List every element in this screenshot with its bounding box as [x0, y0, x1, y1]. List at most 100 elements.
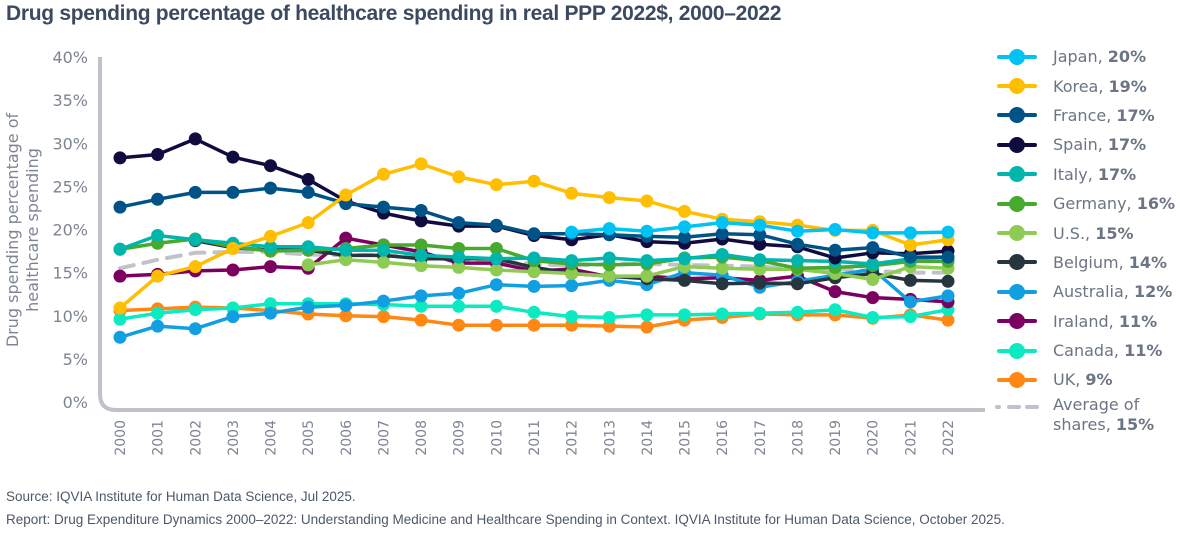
data-point-iraland [828, 285, 842, 299]
data-point-u-s [301, 258, 315, 272]
data-point-japan [715, 216, 729, 230]
series-france [113, 181, 955, 264]
data-point-u-s [377, 255, 390, 269]
data-point-belgium [678, 273, 691, 287]
legend-swatch-germany [995, 194, 1039, 214]
data-point-korea [903, 238, 917, 252]
data-point-france [527, 227, 541, 241]
data-point-japan [791, 224, 804, 238]
data-point-canada [602, 311, 616, 324]
x-axis-ticks: 2000 2001 2002 2003 2004 2005 2006 2007 2008 2009… [113, 420, 957, 456]
legend-value: 14% [1128, 252, 1168, 272]
y-tick-label: 40% [52, 48, 88, 67]
x-tick-label: 2017 [753, 420, 769, 456]
data-point-australia [226, 310, 240, 324]
x-tick-label: 2009 [452, 420, 468, 456]
data-point-canada [489, 299, 503, 313]
legend-item-average-of-shares: Average of shares, 15% [995, 395, 1180, 439]
data-point-france [903, 250, 917, 264]
x-tick-label: 2011 [527, 420, 543, 456]
data-point-canada [828, 303, 842, 317]
data-point-spain [264, 159, 277, 173]
data-point-iraland [226, 263, 240, 277]
legend-swatch-canada [995, 341, 1039, 361]
legend-item-belgium: Belgium, 14% [995, 248, 1180, 277]
data-point-italy [602, 251, 616, 265]
legend-value: 15% [1115, 414, 1155, 434]
data-point-canada [565, 310, 579, 324]
y-axis-label-group: Drug spending percentage of healthcare s… [3, 112, 42, 347]
legend-value: 15% [1095, 223, 1134, 243]
legend-label: Average of shares, 15% [1053, 394, 1155, 434]
plot-frame [98, 57, 985, 412]
legend-item-italy: Italy, 17% [995, 160, 1180, 189]
legend-value: 17% [1116, 105, 1155, 125]
data-point-japan [753, 218, 767, 232]
data-point-u-s [565, 267, 579, 280]
data-point-japan [565, 225, 579, 239]
data-point-canada [414, 299, 428, 313]
data-point-france [678, 230, 691, 244]
data-point-australia [565, 279, 579, 293]
data-point-canada [151, 306, 165, 320]
data-point-canada [903, 310, 917, 324]
y-axis-label-line2: healthcare spending [23, 148, 42, 312]
data-point-korea [565, 186, 579, 200]
legend-label: Germany, 16% [1053, 194, 1176, 214]
data-point-iraland [339, 231, 353, 245]
data-point-italy [527, 251, 541, 265]
data-point-australia [151, 319, 165, 333]
data-point-japan [866, 226, 880, 240]
data-point-u-s [866, 273, 880, 286]
x-tick-label: 2002 [188, 420, 204, 456]
data-point-japan [941, 225, 955, 239]
data-point-italy [866, 257, 880, 271]
data-point-korea [339, 188, 353, 202]
data-point-canada [791, 305, 804, 319]
data-point-korea [113, 301, 127, 315]
x-tick-label: 2018 [790, 420, 806, 456]
legend-value: 11% [1124, 341, 1163, 361]
data-point-france [113, 200, 127, 214]
data-point-italy [113, 242, 127, 256]
data-point-uk [527, 318, 541, 332]
x-tick-label: 2020 [866, 420, 882, 456]
data-point-iraland [866, 291, 880, 305]
legend-label: UK, 9% [1053, 370, 1113, 390]
legend-value: 20% [1107, 47, 1147, 67]
legend-item-france: France, 17% [995, 101, 1180, 130]
data-point-australia [188, 322, 202, 336]
data-point-italy [565, 254, 579, 268]
data-point-france [188, 185, 202, 199]
data-point-iraland [113, 269, 127, 283]
data-point-u-s [602, 269, 616, 283]
data-point-japan [640, 224, 654, 238]
data-point-u-s [414, 259, 428, 273]
legend-item-uk: UK, 9% [995, 365, 1180, 394]
legend-swatch-france [995, 105, 1039, 125]
data-point-spain [301, 173, 315, 186]
legend-swatch-japan [995, 47, 1039, 67]
legend-value: 12% [1133, 282, 1173, 302]
data-point-korea [527, 174, 541, 188]
data-point-u-s [640, 269, 654, 283]
x-tick-label: 2010 [489, 420, 505, 456]
data-point-korea [226, 242, 240, 255]
legend-item-korea: Korea, 19% [995, 71, 1180, 100]
x-tick-label: 2004 [264, 420, 280, 456]
data-point-france [941, 250, 955, 264]
data-point-canada [527, 305, 541, 319]
report-note: Report: Drug Expenditure Dynamics 2000–2… [6, 512, 1005, 527]
legend-label: Korea, 19% [1053, 76, 1147, 96]
legend-value: 17% [1097, 164, 1137, 184]
x-tick-label: 2013 [602, 420, 618, 456]
source-note: Source: IQVIA Institute for Human Data S… [6, 489, 356, 504]
x-tick-label: 2016 [715, 420, 731, 456]
data-point-u-s [339, 253, 353, 267]
data-point-australia [941, 289, 955, 303]
legend-label: Spain, 17% [1053, 135, 1147, 155]
data-point-italy [151, 229, 165, 242]
data-point-australia [489, 278, 503, 292]
data-point-u-s [715, 261, 729, 275]
legend-swatch-u-s [995, 223, 1039, 243]
